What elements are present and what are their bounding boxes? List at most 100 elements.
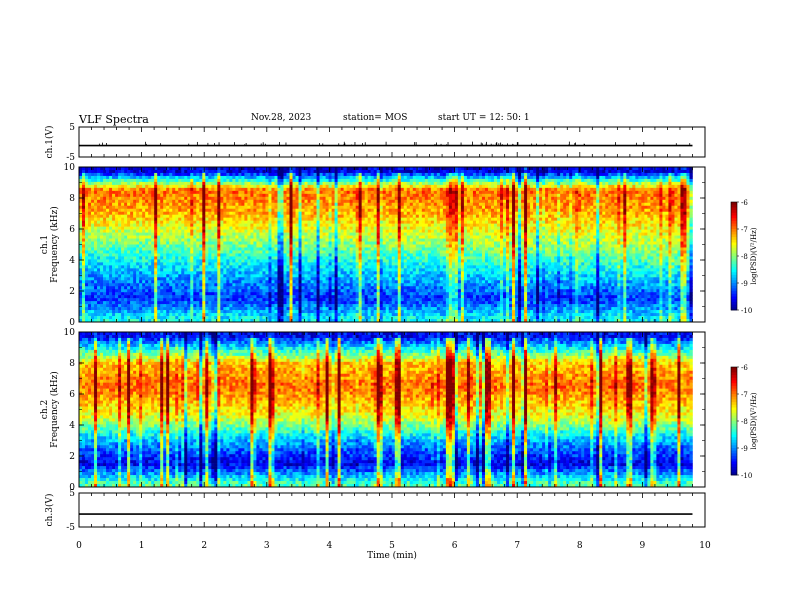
spectrogram-cell bbox=[331, 229, 335, 233]
spectrogram-cell bbox=[112, 277, 116, 281]
spectrogram-cell bbox=[226, 289, 230, 293]
spectrogram-cell bbox=[307, 232, 311, 236]
spectrogram-cell bbox=[223, 259, 227, 263]
spectrogram-cell bbox=[307, 259, 311, 263]
spectrogram-cell bbox=[262, 232, 266, 236]
spectrogram-cell bbox=[193, 202, 197, 207]
spectrogram-cell bbox=[220, 316, 224, 320]
spectrogram-cell bbox=[181, 271, 185, 275]
spectrogram-cell bbox=[310, 241, 314, 245]
spectrogram-cell bbox=[298, 169, 302, 174]
spectrogram-cell bbox=[106, 217, 110, 221]
spectrogram-cell bbox=[313, 175, 317, 180]
spectrogram-cell bbox=[172, 292, 176, 296]
spectrogram-cell bbox=[94, 265, 98, 269]
spectrogram-cell bbox=[250, 274, 254, 278]
spectrogram-cell bbox=[118, 280, 122, 284]
spectrogram-cell bbox=[124, 226, 128, 230]
spectrogram-cell bbox=[214, 169, 218, 174]
spectrogram-cell bbox=[190, 298, 194, 302]
spectrogram-cell bbox=[283, 310, 287, 314]
spectrogram-cell bbox=[349, 175, 353, 180]
spectrogram-cell bbox=[94, 283, 98, 287]
spectrogram-cell bbox=[289, 319, 293, 323]
spectrogram-cell bbox=[175, 178, 179, 183]
spectrogram-cell bbox=[295, 301, 299, 305]
spectrogram-cell bbox=[154, 232, 158, 236]
spectrogram-cell bbox=[142, 289, 146, 293]
spectrogram-cell bbox=[292, 238, 296, 242]
spectrogram-cell bbox=[97, 253, 101, 257]
spectrogram-cell bbox=[109, 235, 113, 239]
spectrogram-cell bbox=[355, 220, 359, 224]
spectrogram-cell bbox=[280, 167, 284, 171]
spectrogram-cell bbox=[265, 178, 269, 183]
spectrogram-cell bbox=[277, 295, 281, 299]
spectrogram-cell bbox=[316, 217, 320, 221]
spectrogram-cell bbox=[247, 319, 251, 323]
spectrogram-cell bbox=[100, 184, 104, 189]
spectrogram-cell bbox=[292, 304, 296, 308]
spectrogram-cell bbox=[232, 265, 236, 269]
spectrogram-cell bbox=[277, 265, 281, 269]
spectrogram-cell bbox=[316, 199, 320, 204]
spectrogram-cell bbox=[316, 253, 320, 257]
spectrogram-cell bbox=[115, 193, 119, 198]
spectrogram-cell bbox=[250, 187, 254, 192]
spectrogram-cell bbox=[352, 202, 356, 207]
spectrogram-cell bbox=[145, 235, 149, 239]
spectrogram-cell bbox=[82, 196, 86, 201]
spectrogram-cell bbox=[328, 199, 332, 204]
spectrogram-cell bbox=[241, 199, 245, 204]
spectrogram-cell bbox=[304, 202, 308, 207]
spectrogram-cell bbox=[244, 175, 248, 180]
spectrogram-cell bbox=[325, 187, 329, 192]
spectrogram-cell bbox=[157, 313, 161, 317]
spectrogram-cell bbox=[259, 223, 263, 227]
spectrogram-cell bbox=[238, 226, 242, 230]
spectrogram-cell bbox=[247, 178, 251, 183]
spectrogram-cell bbox=[277, 286, 281, 290]
spectrogram-cell bbox=[100, 253, 104, 257]
spectrogram-cell bbox=[301, 253, 305, 257]
spectrogram-cell bbox=[181, 187, 185, 192]
spectrogram-cell bbox=[163, 280, 167, 284]
spectrogram-cell bbox=[229, 250, 233, 254]
spectrogram-cell bbox=[199, 202, 203, 207]
spectrogram-cell bbox=[202, 307, 206, 311]
spectrogram-cell bbox=[103, 316, 107, 320]
spectrogram-cell bbox=[334, 301, 338, 305]
spectrogram-cell bbox=[319, 250, 323, 254]
spectrogram-cell bbox=[151, 235, 155, 239]
spectrogram-cell bbox=[226, 214, 230, 218]
spectrogram-cell bbox=[160, 217, 164, 221]
spectrogram-cell bbox=[262, 247, 266, 251]
spectrogram-cell bbox=[346, 229, 350, 233]
spectrogram-cell bbox=[259, 169, 263, 174]
spectrogram-cell bbox=[235, 226, 239, 230]
spectrogram-cell bbox=[331, 295, 335, 299]
spectrogram-cell bbox=[280, 280, 284, 284]
spectrogram-cell bbox=[247, 211, 251, 215]
spectrogram-cell bbox=[109, 181, 113, 186]
spectrogram-cell bbox=[253, 181, 257, 186]
spectrogram-cell bbox=[355, 223, 359, 227]
spectrogram-cell bbox=[226, 259, 230, 263]
spectrogram-cell bbox=[151, 241, 155, 245]
spectrogram-cell bbox=[184, 256, 188, 260]
spectrogram-cell bbox=[238, 196, 242, 201]
spectrogram-cell bbox=[97, 286, 101, 290]
spectrogram-cell bbox=[199, 172, 203, 177]
spectrogram-cell bbox=[328, 289, 332, 293]
spectrogram-cell bbox=[145, 232, 149, 236]
spectrogram-cell bbox=[214, 214, 218, 218]
spectrogram-cell bbox=[346, 286, 350, 290]
spectrogram-cell bbox=[229, 280, 233, 284]
spectrogram-cell bbox=[79, 286, 83, 290]
spectrogram-cell bbox=[139, 241, 143, 245]
spectrogram-cell bbox=[340, 223, 344, 227]
spectrogram-cell bbox=[301, 247, 305, 251]
spectrogram-cell bbox=[283, 268, 287, 272]
spectrogram-cell bbox=[319, 202, 323, 207]
spectrogram-cell bbox=[109, 208, 113, 213]
